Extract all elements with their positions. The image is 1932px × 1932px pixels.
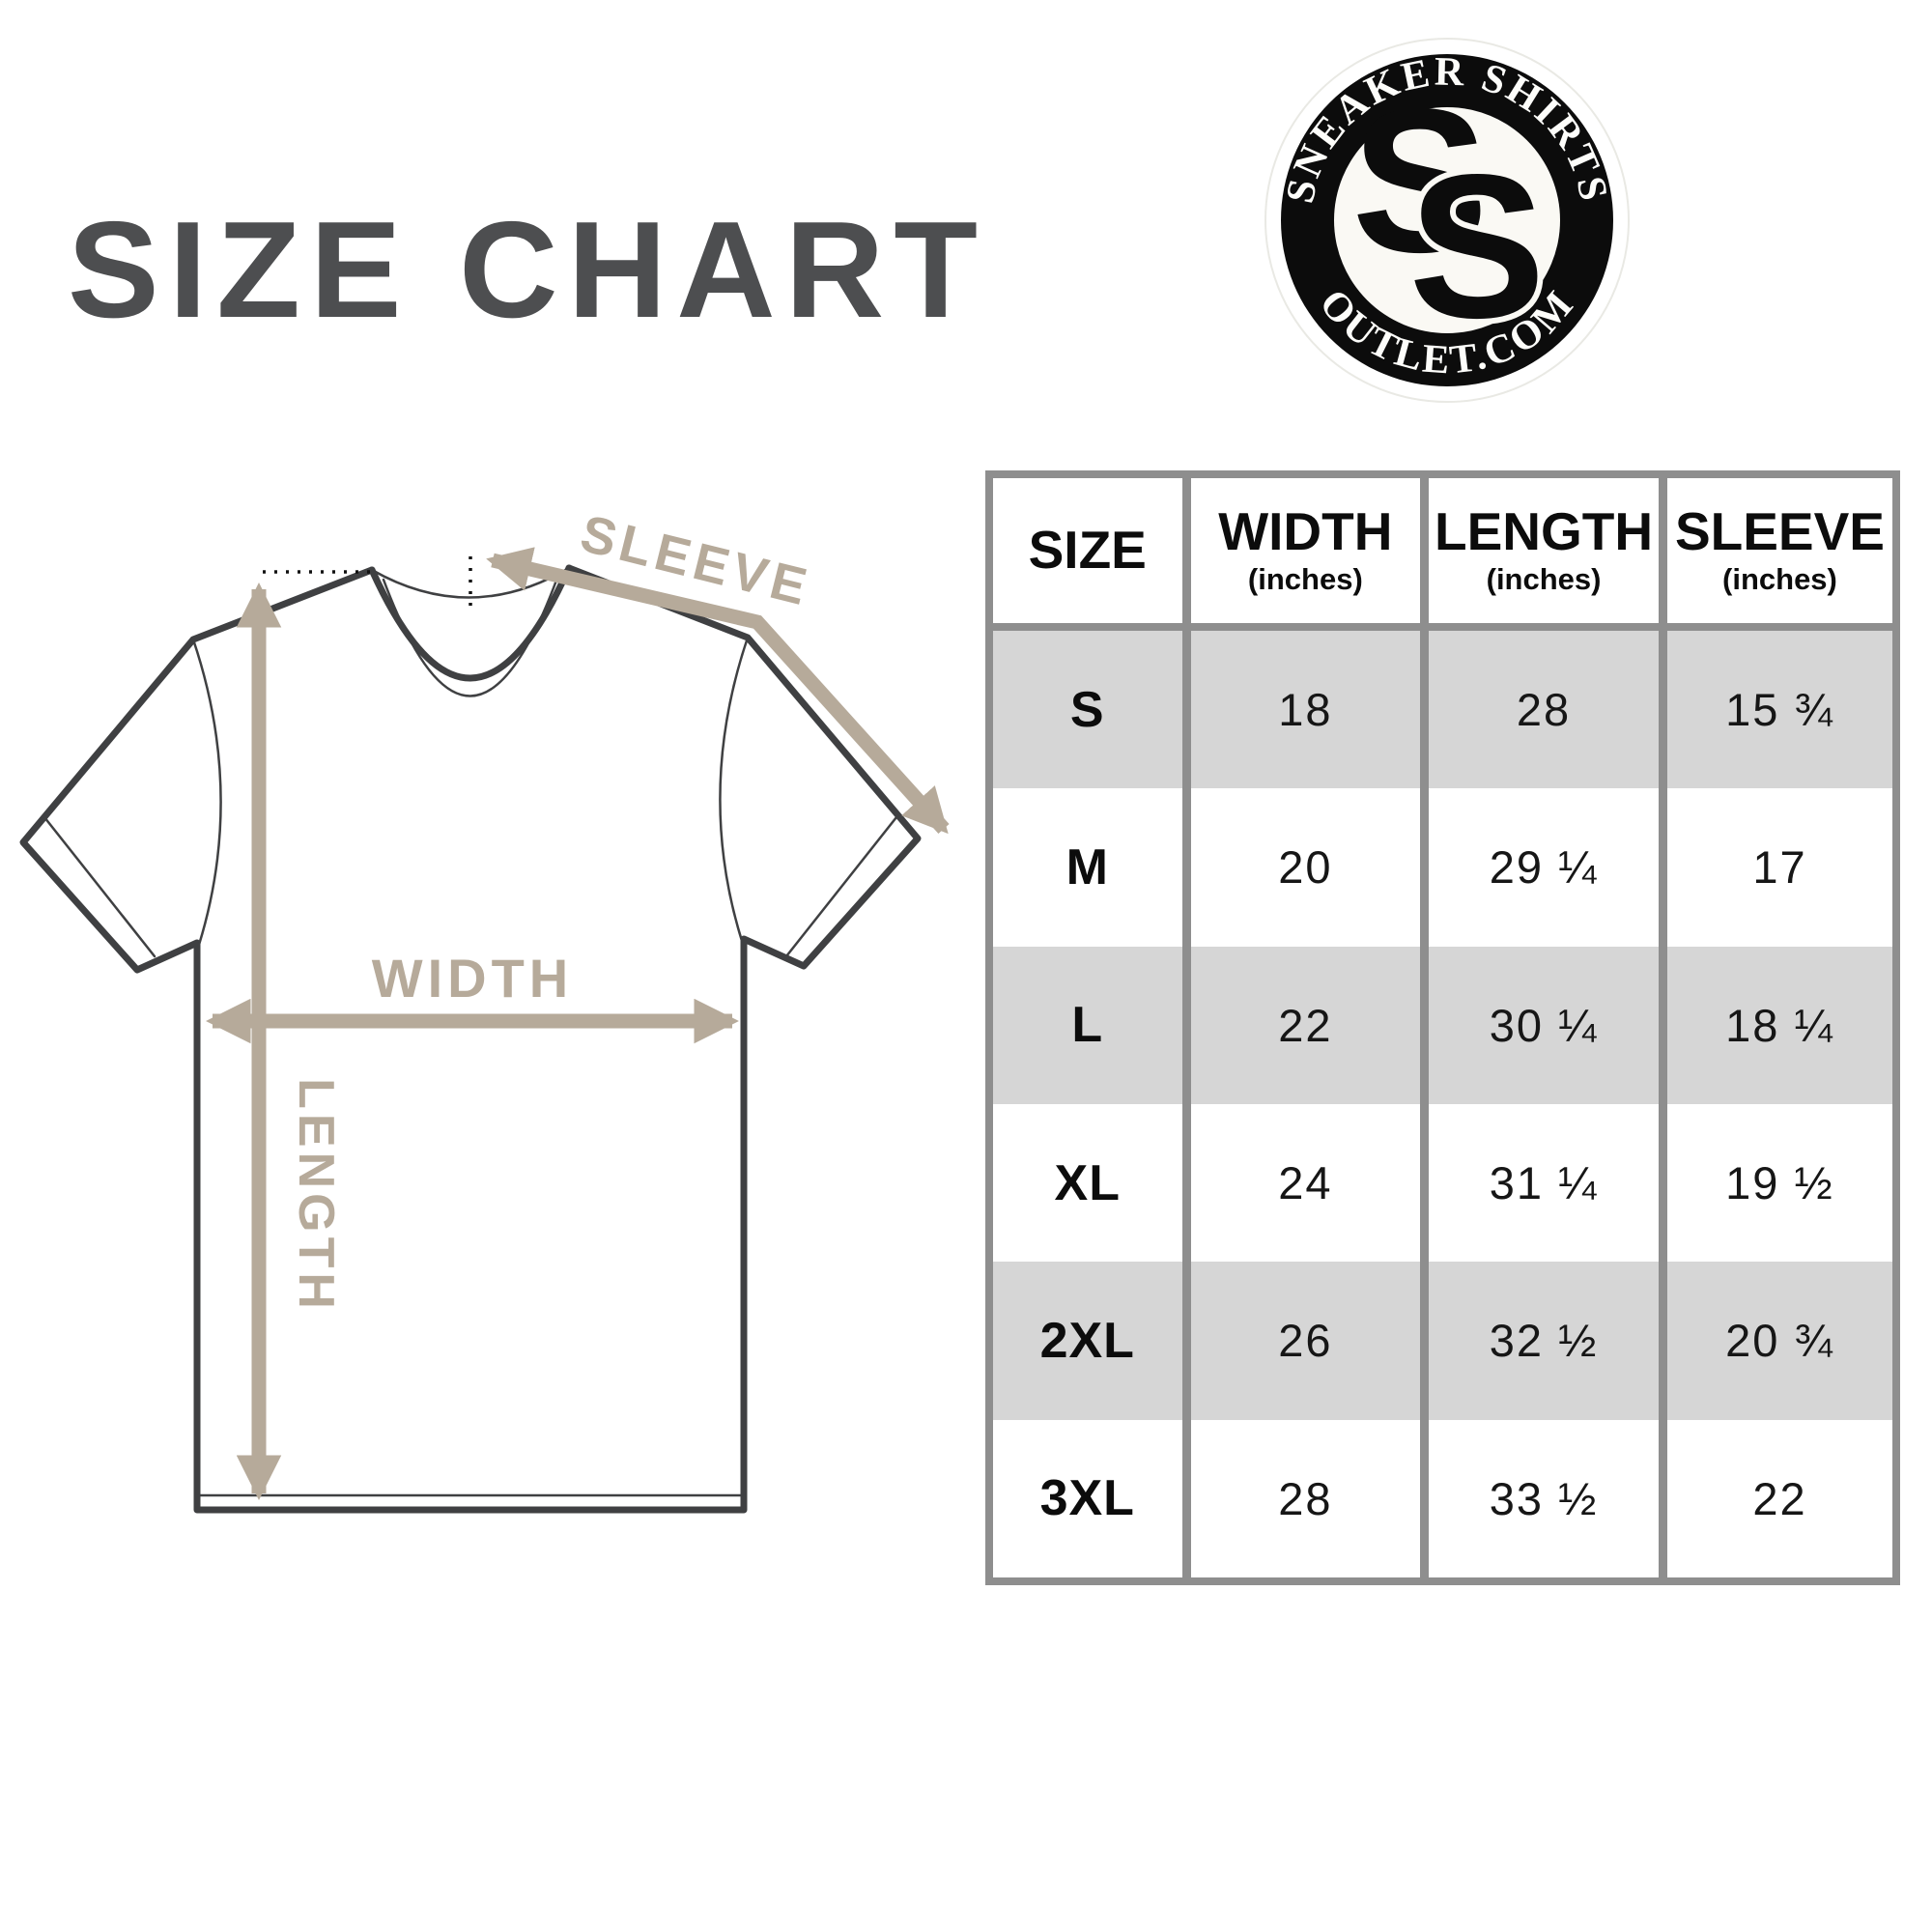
size-value: XL	[1054, 1154, 1121, 1211]
header-cell-size: SIZE	[993, 478, 1182, 623]
cell-sleeve: 15 ¾	[1658, 631, 1892, 789]
cell-size: L	[993, 947, 1182, 1104]
cell-size: 2XL	[993, 1262, 1182, 1419]
sleeve-arrow	[486, 547, 950, 835]
width-value: 24	[1278, 1157, 1333, 1209]
cell-sleeve: 19 ½	[1658, 1103, 1892, 1263]
header-sleeve-label: SLEEVE	[1674, 501, 1885, 562]
header-width-unit: (inches)	[1247, 561, 1363, 596]
cell-sleeve: 17	[1658, 788, 1892, 947]
left-armhole-seam	[191, 638, 222, 947]
size-value: 2XL	[1039, 1312, 1135, 1369]
width-value: 22	[1278, 999, 1333, 1051]
cell-length: 33 ½	[1420, 1419, 1659, 1577]
cell-length: 32 ½	[1420, 1262, 1659, 1420]
sleeve-value: 19 ½	[1725, 1157, 1834, 1209]
cell-length: 30 ¼	[1420, 946, 1659, 1104]
header-width-label: WIDTH	[1218, 501, 1393, 562]
table-row-s: S 18 28 15 ¾	[993, 631, 1892, 789]
width-value: 28	[1278, 1472, 1333, 1524]
header-length-label: LENGTH	[1435, 501, 1654, 562]
cell-sleeve: 18 ¼	[1658, 946, 1892, 1104]
header-size-label: SIZE	[1028, 520, 1147, 581]
cell-size: 3XL	[993, 1420, 1182, 1577]
cell-sleeve: 20 ¾	[1658, 1262, 1892, 1420]
logo-monogram: S S	[1351, 66, 1550, 366]
measure-arrows	[206, 547, 950, 1500]
header-cell-width: WIDTH (inches)	[1181, 478, 1421, 623]
length-value: 33 ½	[1489, 1472, 1599, 1524]
cell-width: 24	[1181, 1103, 1421, 1263]
right-cuff-seam	[784, 815, 898, 958]
tshirt-body-path	[19, 564, 922, 1514]
width-value: 20	[1278, 841, 1333, 894]
header-cell-length: LENGTH (inches)	[1420, 478, 1659, 623]
table-row-2xl: 2XL 26 32 ½ 20 ¾	[993, 1262, 1892, 1420]
brand-logo-svg: S S SNEAKER SHIRTS OUTLET.COM	[1264, 38, 1630, 403]
table-row-m: M 20 29 ¼ 17	[993, 788, 1892, 947]
table-row-xl: XL 24 31 ¼ 19 ½	[993, 1103, 1892, 1263]
size-table: SIZE WIDTH (inches) LENGTH (inches) SLEE…	[985, 470, 1900, 1585]
guide-lines	[263, 556, 472, 607]
cell-width: 18	[1181, 631, 1421, 789]
logo-monogram-s1: S	[1351, 66, 1488, 295]
header-length-unit: (inches)	[1486, 561, 1602, 596]
size-value: 3XL	[1039, 1470, 1135, 1527]
size-value: M	[1065, 838, 1109, 895]
cell-width: 28	[1181, 1419, 1421, 1577]
cell-size: S	[993, 631, 1182, 788]
cell-sleeve: 22	[1658, 1419, 1892, 1577]
header-cell-sleeve: SLEEVE (inches)	[1658, 478, 1892, 623]
cell-size: M	[993, 788, 1182, 946]
size-value: L	[1071, 997, 1104, 1054]
length-label: LENGTH	[288, 1078, 344, 1314]
left-cuff-seam	[43, 815, 156, 958]
width-label: WIDTH	[372, 948, 574, 1009]
cell-size: XL	[993, 1104, 1182, 1262]
sleeve-value: 20 ¾	[1725, 1315, 1834, 1367]
page-title: SIZE CHART	[68, 193, 987, 347]
cell-length: 31 ¼	[1420, 1103, 1659, 1263]
sleeve-value: 15 ¾	[1725, 684, 1834, 736]
width-value: 18	[1278, 684, 1333, 736]
length-value: 31 ¼	[1489, 1157, 1599, 1209]
brand-logo: S S SNEAKER SHIRTS OUTLET.COM	[1264, 37, 1631, 404]
size-table-header-row: SIZE WIDTH (inches) LENGTH (inches) SLEE…	[993, 478, 1892, 631]
cell-length: 28	[1420, 631, 1659, 789]
width-value: 26	[1278, 1315, 1333, 1367]
logo-inner-circle	[1334, 107, 1560, 333]
sleeve-value: 18 ¼	[1725, 999, 1834, 1051]
size-value: S	[1069, 681, 1105, 738]
length-value: 29 ¼	[1489, 841, 1599, 894]
sleeve-value: 22	[1752, 1472, 1807, 1524]
logo-monogram-s2: S	[1408, 131, 1545, 360]
cell-length: 29 ¼	[1420, 788, 1659, 947]
table-row-l: L 22 30 ¼ 18 ¼	[993, 946, 1892, 1104]
cell-width: 26	[1181, 1262, 1421, 1420]
tshirt-measurement-diagram: WIDTH LENGTH SLEEVE	[19, 504, 950, 1514]
cell-width: 20	[1181, 788, 1421, 947]
tshirt-outline	[19, 564, 922, 1514]
length-value: 30 ¼	[1489, 999, 1599, 1051]
cell-width: 22	[1181, 946, 1421, 1104]
length-value: 28	[1516, 684, 1572, 736]
sleeve-value: 17	[1752, 841, 1807, 894]
header-sleeve-unit: (inches)	[1722, 561, 1837, 596]
length-value: 32 ½	[1489, 1315, 1599, 1367]
table-row-3xl: 3XL 28 33 ½ 22	[993, 1419, 1892, 1577]
